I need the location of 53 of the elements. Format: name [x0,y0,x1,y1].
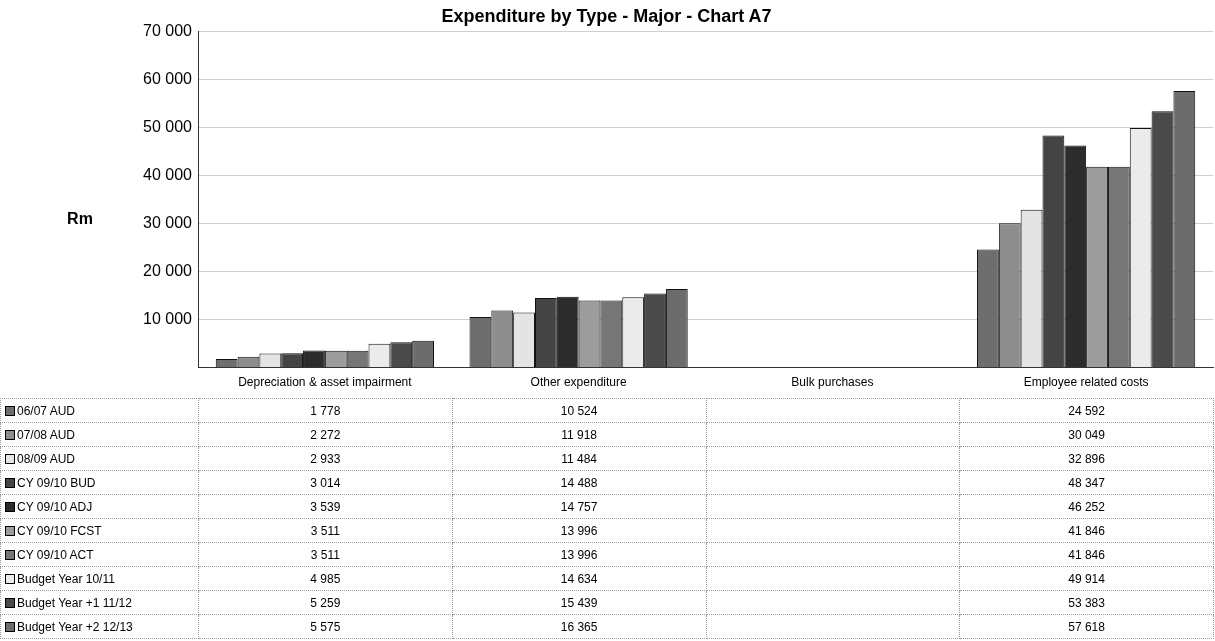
data-label: 46 252 [959,494,1214,519]
y-tick-label: 30 000 [143,214,193,232]
chart-title: Expenditure by Type - Major - Chart A7 [441,5,772,26]
data-label: 41 846 [959,518,1214,543]
legend-label: CY 09/10 ACT [0,542,199,567]
x-tick-label: Employee related costs [1023,375,1149,390]
legend-label: CY 09/10 BUD [0,470,199,495]
data-label: 49 914 [959,566,1214,591]
data-label: 14 757 [452,494,706,519]
y-axis-title: Rm [67,210,93,228]
y-tick-label: 50 000 [143,118,193,136]
data-label: 14 488 [452,470,706,495]
data-label: 10 524 [452,398,706,423]
x-tick-label: Bulk purchases [791,375,874,390]
data-label: 13 996 [452,542,706,567]
y-tick-label: 10 000 [143,310,193,328]
data-label: 14 634 [452,566,706,591]
legend-label: 07/08 AUD [0,422,199,447]
legend-label: CY 09/10 FCST [0,518,199,543]
legend-label: Budget Year +1 11/12 [0,590,199,615]
data-label: 11 484 [452,446,706,471]
data-label: 11 918 [452,422,706,447]
data-label: 5 575 [198,614,453,639]
data-label: 53 383 [959,590,1214,615]
legend-label: CY 09/10 ADJ [0,494,199,519]
data-label: 3 539 [198,494,453,519]
x-tick-label: Depreciation & asset impairment [238,375,413,390]
data-label: 1 778 [198,398,453,423]
data-label: 32 896 [959,446,1214,471]
data-label: 41 846 [959,542,1214,567]
data-label: 5 259 [198,590,453,615]
data-label: 30 049 [959,422,1214,447]
data-label: 48 347 [959,470,1214,495]
y-tick-label: 40 000 [143,166,193,184]
data-label: 57 618 [959,614,1214,639]
legend-label: Budget Year +2 12/13 [0,614,199,639]
data-label: 4 985 [198,566,453,591]
data-label: 13 996 [452,518,706,543]
data-label: 3 014 [198,470,453,495]
y-tick-label: 60 000 [143,70,193,88]
data-label: 2 933 [198,446,453,471]
x-tick-label: Other expenditure [530,375,627,390]
y-tick-label: 70 000 [143,22,193,40]
data-label: 3 511 [198,518,453,543]
legend-label: 06/07 AUD [0,398,199,423]
y-tick-label: 20 000 [143,262,193,280]
legend-label: 08/09 AUD [0,446,199,471]
data-label: 15 439 [452,590,706,615]
data-label: 2 272 [198,422,453,447]
data-label: 24 592 [959,398,1214,423]
data-label: 3 511 [198,542,453,567]
data-label: 16 365 [452,614,706,639]
legend-label: Budget Year 10/11 [0,566,199,591]
